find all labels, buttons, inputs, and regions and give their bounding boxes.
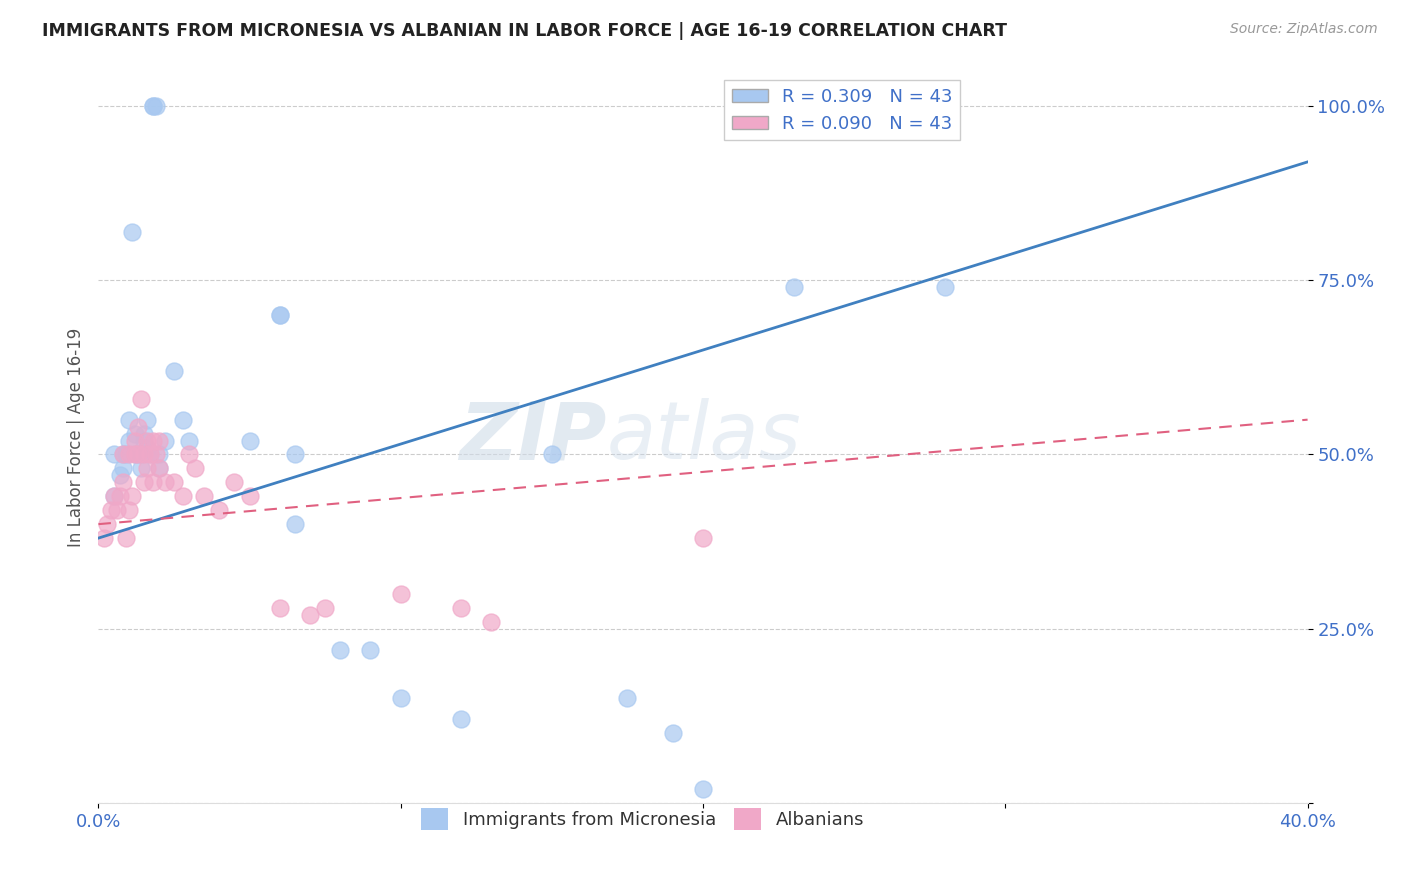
Point xyxy=(129,392,152,406)
Point xyxy=(114,531,136,545)
Point xyxy=(111,448,134,462)
Point xyxy=(389,691,412,706)
Point xyxy=(124,426,146,441)
Point xyxy=(692,531,714,545)
Point xyxy=(111,461,134,475)
Text: Source: ZipAtlas.com: Source: ZipAtlas.com xyxy=(1230,22,1378,37)
Point xyxy=(284,448,307,462)
Point xyxy=(239,489,262,503)
Point xyxy=(129,461,152,475)
Point xyxy=(124,448,146,462)
Point xyxy=(108,468,131,483)
Point xyxy=(135,434,157,448)
Point xyxy=(692,781,714,796)
Point xyxy=(783,280,806,294)
Point xyxy=(193,489,215,503)
Point xyxy=(314,600,336,615)
Point xyxy=(208,503,231,517)
Point xyxy=(118,434,141,448)
Point xyxy=(163,475,186,490)
Point xyxy=(540,448,562,462)
Point xyxy=(127,448,149,462)
Point xyxy=(132,448,155,462)
Point xyxy=(145,448,167,462)
Point xyxy=(111,448,134,462)
Point xyxy=(661,726,683,740)
Point xyxy=(269,308,291,322)
Point xyxy=(148,448,170,462)
Point xyxy=(111,475,134,490)
Point xyxy=(124,448,146,462)
Point xyxy=(284,517,307,532)
Point xyxy=(132,426,155,441)
Point xyxy=(450,600,472,615)
Point xyxy=(934,280,956,294)
Point xyxy=(450,712,472,726)
Point xyxy=(93,531,115,545)
Point xyxy=(148,461,170,475)
Point xyxy=(148,434,170,448)
Point xyxy=(132,434,155,448)
Point xyxy=(142,475,165,490)
Text: atlas: atlas xyxy=(606,398,801,476)
Point xyxy=(129,448,152,462)
Point xyxy=(100,503,122,517)
Point xyxy=(153,434,176,448)
Point xyxy=(142,99,165,113)
Point xyxy=(135,412,157,426)
Point xyxy=(135,441,157,455)
Point xyxy=(121,489,143,503)
Point xyxy=(269,308,291,322)
Point xyxy=(329,642,352,657)
Point xyxy=(153,475,176,490)
Point xyxy=(179,448,201,462)
Point xyxy=(163,364,186,378)
Point xyxy=(127,419,149,434)
Text: ZIP: ZIP xyxy=(458,398,606,476)
Y-axis label: In Labor Force | Age 16-19: In Labor Force | Age 16-19 xyxy=(66,327,84,547)
Point xyxy=(139,448,162,462)
Point xyxy=(239,434,262,448)
Point xyxy=(616,691,638,706)
Point xyxy=(224,475,246,490)
Legend: Immigrants from Micronesia, Albanians: Immigrants from Micronesia, Albanians xyxy=(413,801,872,838)
Point xyxy=(118,412,141,426)
Point xyxy=(179,434,201,448)
Point xyxy=(142,434,165,448)
Point xyxy=(145,99,167,113)
Point xyxy=(96,517,118,532)
Point xyxy=(299,607,322,622)
Point xyxy=(103,489,125,503)
Point xyxy=(118,503,141,517)
Point xyxy=(142,99,165,113)
Point xyxy=(103,489,125,503)
Point xyxy=(139,448,162,462)
Point xyxy=(103,448,125,462)
Point xyxy=(135,461,157,475)
Point xyxy=(184,461,207,475)
Point xyxy=(127,448,149,462)
Point xyxy=(118,448,141,462)
Point xyxy=(121,225,143,239)
Point xyxy=(105,503,128,517)
Point xyxy=(132,475,155,490)
Point xyxy=(124,434,146,448)
Point xyxy=(172,489,194,503)
Point xyxy=(108,489,131,503)
Point xyxy=(114,448,136,462)
Point xyxy=(269,600,291,615)
Point xyxy=(360,642,382,657)
Point xyxy=(172,412,194,426)
Point xyxy=(389,587,412,601)
Point xyxy=(481,615,503,629)
Point xyxy=(148,461,170,475)
Text: IMMIGRANTS FROM MICRONESIA VS ALBANIAN IN LABOR FORCE | AGE 16-19 CORRELATION CH: IMMIGRANTS FROM MICRONESIA VS ALBANIAN I… xyxy=(42,22,1007,40)
